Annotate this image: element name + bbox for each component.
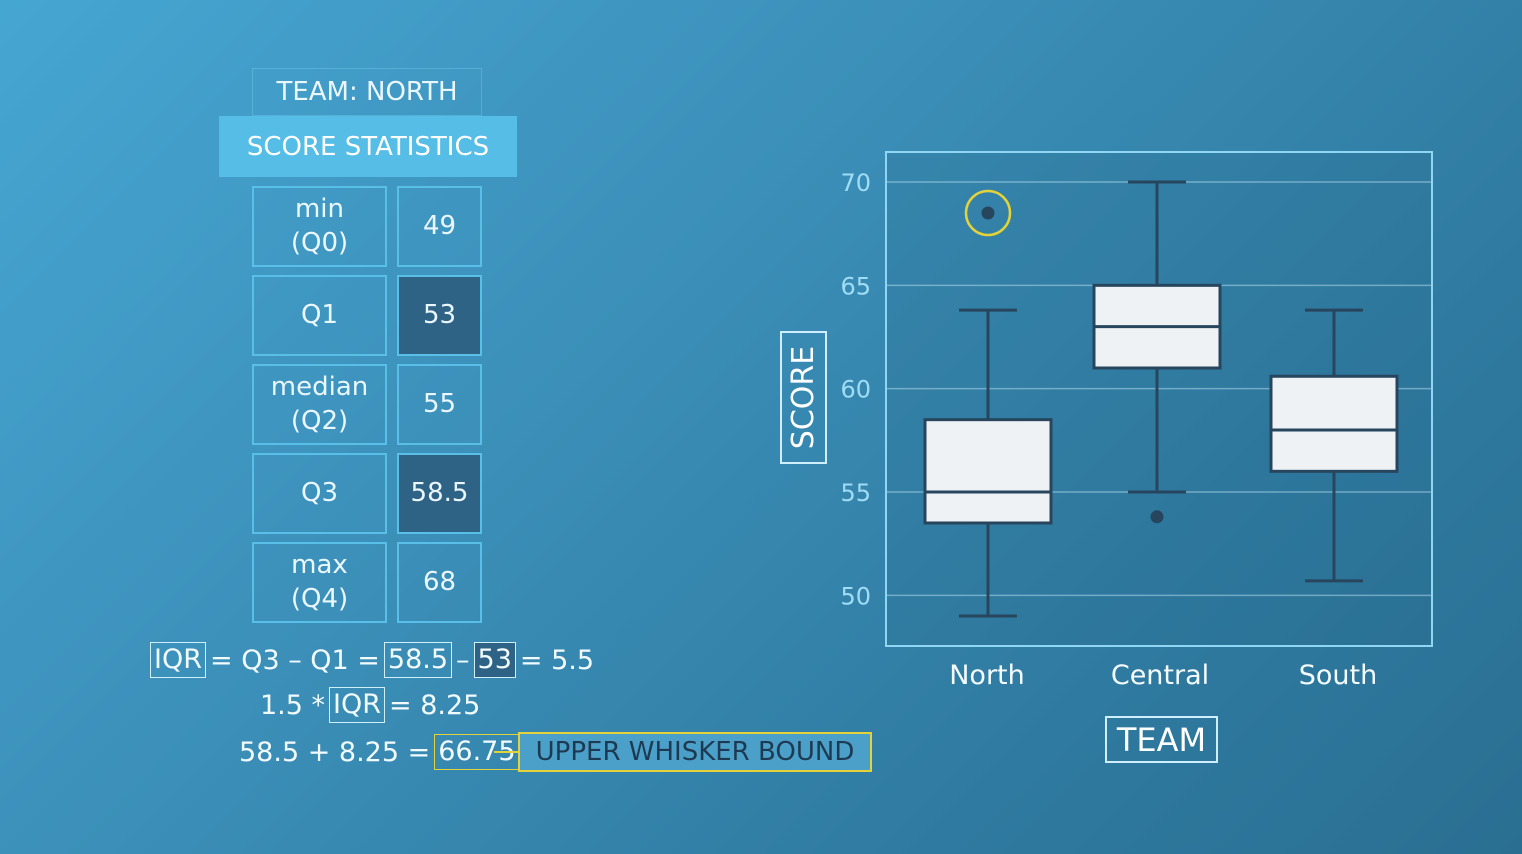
x-tick-label-north: North [949,660,1025,691]
outlier-central-0 [1150,510,1164,524]
y-tick-label-70: 70 [840,169,871,197]
outlier-north-0 [981,206,995,220]
formula-text: = Q3 – Q1 = [209,644,380,676]
q3-term: 58.5 [383,642,453,678]
formula-scaled-iqr: 1.5 * IQR = 8.25 [256,687,484,723]
minus-sign: – [456,644,470,676]
q1-term: 53 [473,642,516,678]
y-tick-label-65: 65 [840,272,871,300]
x-tick-label-central: Central [1110,660,1210,691]
stat-value-q3: 58.5 [397,453,482,534]
stat-value-median: 55 [397,364,482,445]
stat-label-median: median (Q2) [252,364,387,445]
x-axis-label: TEAM [1105,716,1218,763]
stat-label-q3: Q3 [252,453,387,534]
y-tick-label-60: 60 [840,376,871,404]
bound-connector [494,751,518,753]
stat-value-q1: 53 [397,275,482,356]
team-title: TEAM: NORTH [252,68,482,116]
upper-whisker-bound-label: UPPER WHISKER BOUND [518,732,872,772]
formula-result: = 8.25 [389,689,481,721]
stats-header: SCORE STATISTICS [219,116,517,177]
stat-value-min: 49 [397,186,482,267]
formula-iqr: IQR = Q3 – Q1 = 58.5 – 53 = 5.5 [150,642,598,678]
x-tick-label-south: South [1298,660,1378,691]
y-tick-label-50: 50 [840,582,871,610]
box-north [923,418,1053,525]
formula-text: 1.5 * [260,689,326,721]
stat-value-max: 68 [397,542,482,623]
formula-result: = 5.5 [519,644,595,676]
box-south [1269,374,1399,473]
stat-label-max: max (Q4) [252,542,387,623]
stat-label-q1: Q1 [252,275,387,356]
y-tick-label-55: 55 [840,479,871,507]
stat-label-min: min (Q0) [252,186,387,267]
iqr-term: IQR [329,687,386,723]
formula-text: 58.5 + 8.25 = [239,736,431,768]
y-axis-label-box: SCORE [780,331,827,464]
outlier-highlight-north [964,189,1012,237]
iqr-term: IQR [150,642,206,678]
